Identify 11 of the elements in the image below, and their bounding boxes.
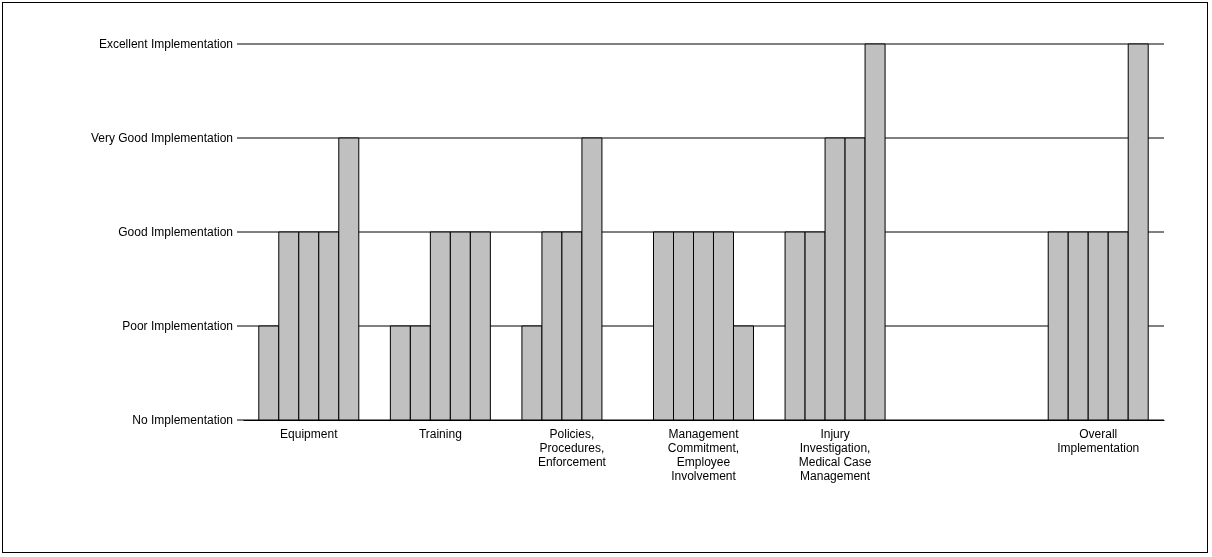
x-tick-label: Training xyxy=(418,426,462,441)
ref-line-label: Excellent Implementation xyxy=(98,37,233,51)
x-tick-label: Injury Investigation, Medical Case Management xyxy=(798,426,872,483)
ref-line-label: Good Implementation xyxy=(118,225,233,239)
ref-line-label: Poor Implementation xyxy=(122,319,233,333)
x-tick-label: Management Commitment, Employee Involvement xyxy=(667,426,740,483)
ref-line-label: No Implementation xyxy=(132,413,233,427)
x-tick-label: Equipment xyxy=(280,426,339,441)
x-tick-label: Overall Implementation xyxy=(1057,426,1140,455)
x-tick-label: Policies, Procedures, Enforcement xyxy=(537,426,607,469)
ref-line-label: Very Good Implementation xyxy=(90,131,233,145)
